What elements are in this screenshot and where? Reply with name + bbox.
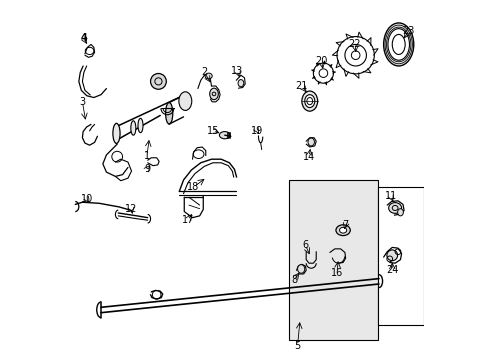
Ellipse shape <box>383 23 413 66</box>
Ellipse shape <box>113 123 120 143</box>
Ellipse shape <box>179 92 191 111</box>
Text: 7: 7 <box>342 220 348 230</box>
Text: 23: 23 <box>402 26 414 36</box>
Ellipse shape <box>397 209 403 216</box>
Ellipse shape <box>297 265 304 273</box>
Bar <box>288 180 377 339</box>
Ellipse shape <box>219 132 230 139</box>
Text: 5: 5 <box>294 341 300 351</box>
Ellipse shape <box>387 29 408 60</box>
Text: 9: 9 <box>143 164 150 174</box>
Text: 2: 2 <box>201 67 207 77</box>
Ellipse shape <box>165 103 172 124</box>
Text: 24: 24 <box>385 265 398 275</box>
Text: 20: 20 <box>315 56 327 66</box>
Text: 12: 12 <box>125 204 138 215</box>
Ellipse shape <box>138 118 142 133</box>
Ellipse shape <box>301 91 317 111</box>
Ellipse shape <box>336 37 373 74</box>
Ellipse shape <box>388 203 401 213</box>
Ellipse shape <box>209 88 218 100</box>
Text: 22: 22 <box>348 40 361 49</box>
Ellipse shape <box>386 250 397 261</box>
Ellipse shape <box>344 44 366 66</box>
Bar <box>377 187 423 325</box>
Text: 19: 19 <box>250 126 263 135</box>
Text: 14: 14 <box>302 152 315 162</box>
Text: 8: 8 <box>290 275 296 285</box>
Text: 4: 4 <box>81 33 87 43</box>
Text: 6: 6 <box>302 240 308 250</box>
Ellipse shape <box>304 95 314 108</box>
Ellipse shape <box>131 121 136 135</box>
Text: 15: 15 <box>206 126 219 135</box>
Ellipse shape <box>313 63 333 83</box>
Text: 17: 17 <box>181 215 194 225</box>
Ellipse shape <box>238 80 244 87</box>
Ellipse shape <box>339 227 346 233</box>
Text: 11: 11 <box>384 191 396 201</box>
Text: 21: 21 <box>295 81 307 91</box>
Text: 1: 1 <box>143 150 150 161</box>
Ellipse shape <box>150 73 166 89</box>
Text: 18: 18 <box>187 182 199 192</box>
Text: 13: 13 <box>231 66 243 76</box>
Text: 10: 10 <box>81 194 93 204</box>
Ellipse shape <box>335 225 349 235</box>
Ellipse shape <box>204 73 212 79</box>
Ellipse shape <box>307 138 314 146</box>
Text: 3: 3 <box>79 97 85 107</box>
Text: 16: 16 <box>330 267 343 278</box>
